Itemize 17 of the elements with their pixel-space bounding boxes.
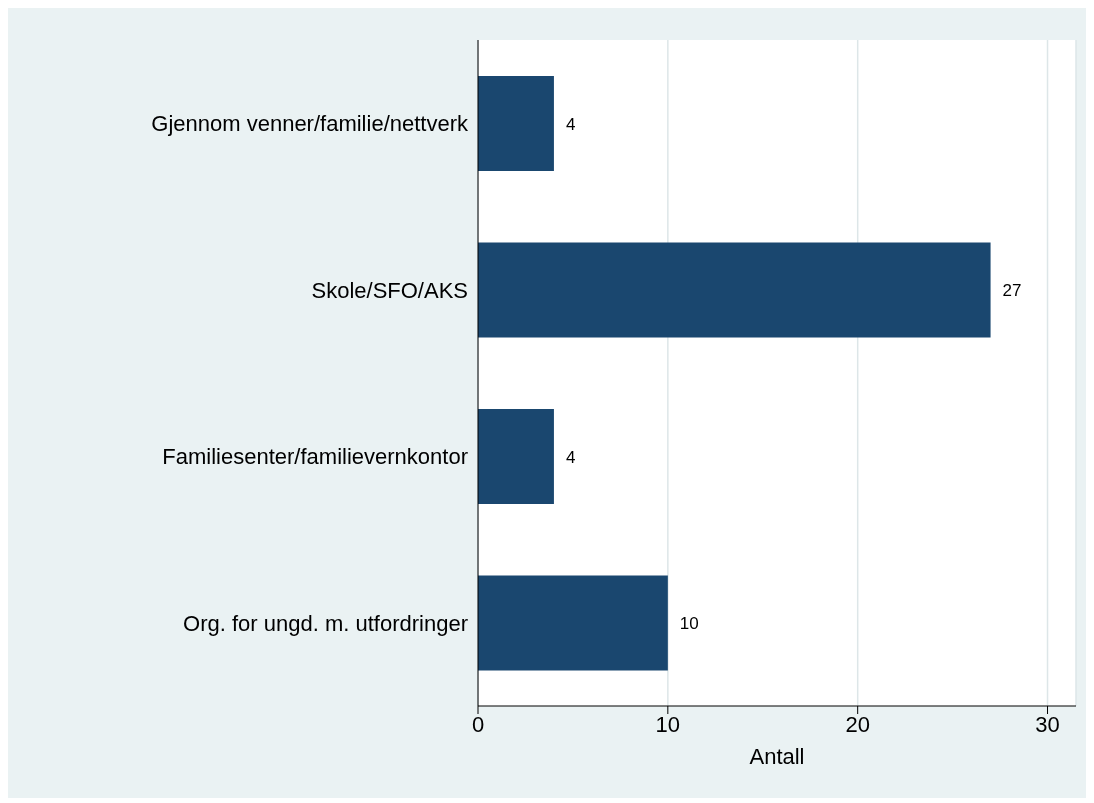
data-label: 4 — [565, 114, 576, 134]
bar — [478, 242, 991, 338]
y-tick-label: Skole/SFO/AKS — [311, 277, 468, 303]
data-label: 10 — [679, 614, 699, 634]
data-label: 27 — [1002, 281, 1022, 301]
y-tick-label: Gjennom venner/familie/nettverk — [151, 111, 469, 137]
y-tick-label: Org. for ungd. m. utfordringer — [183, 610, 468, 636]
bar — [478, 575, 668, 671]
x-tick-label: 30 — [1035, 711, 1060, 737]
bar — [478, 409, 554, 504]
y-tick-label: Familiesenter/familievernkontor — [162, 444, 468, 470]
x-axis-title: Antall — [749, 743, 805, 769]
x-tick-label: 10 — [655, 711, 681, 737]
x-tick-label: 20 — [845, 711, 870, 737]
data-label: 4 — [565, 447, 576, 467]
x-tick-label: 0 — [471, 711, 485, 737]
bar — [478, 76, 554, 171]
